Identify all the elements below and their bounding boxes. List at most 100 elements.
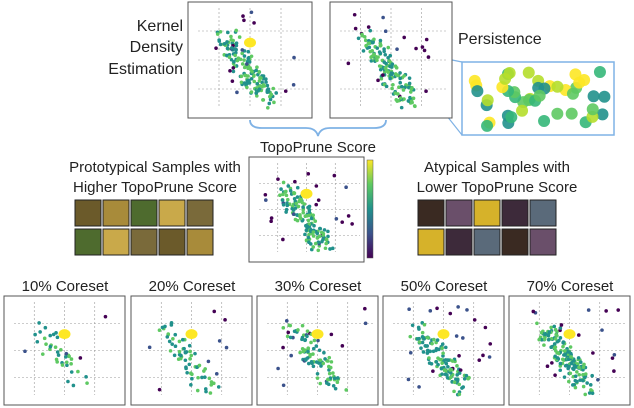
- dot: [247, 78, 251, 83]
- dot: [539, 330, 544, 335]
- dot: [376, 78, 380, 83]
- zoom-dot: [578, 73, 591, 86]
- dot: [265, 83, 270, 88]
- dot: [424, 37, 429, 42]
- dot: [600, 328, 604, 332]
- dot: [456, 305, 460, 309]
- dot: [267, 101, 272, 106]
- dot: [195, 388, 200, 393]
- dot: [364, 43, 368, 48]
- dot: [197, 363, 202, 368]
- dot: [346, 61, 351, 66]
- dot: [313, 241, 318, 246]
- dot: [321, 233, 326, 237]
- dot: [288, 335, 293, 340]
- dot: [37, 321, 41, 325]
- sample-image: [473, 228, 501, 256]
- dot: [315, 236, 320, 240]
- dot: [255, 65, 259, 70]
- dot: [531, 309, 536, 314]
- dot: [218, 42, 223, 47]
- dot: [268, 94, 272, 99]
- dot: [409, 87, 414, 91]
- dot: [63, 355, 68, 359]
- dot: [103, 314, 108, 319]
- dot: [298, 350, 302, 355]
- sample-image: [186, 199, 214, 227]
- dot: [353, 26, 358, 31]
- dot: [316, 198, 321, 202]
- dot: [254, 91, 259, 95]
- dot: [301, 349, 306, 354]
- dot: [314, 344, 319, 348]
- sample-image: [186, 228, 214, 256]
- zoom-dot: [569, 68, 582, 81]
- dot: [281, 180, 286, 185]
- dot: [78, 356, 83, 360]
- dot: [462, 376, 467, 381]
- dot: [305, 334, 309, 339]
- dot: [460, 386, 464, 390]
- dot: [190, 376, 194, 381]
- dot: [281, 345, 285, 350]
- dot: [69, 357, 74, 361]
- dot: [578, 378, 582, 382]
- dot: [306, 361, 311, 366]
- dot: [257, 87, 262, 91]
- colorbar: [366, 159, 374, 259]
- dot: [203, 387, 208, 391]
- dot: [43, 325, 48, 330]
- dot: [234, 28, 239, 33]
- dot: [344, 185, 348, 190]
- dot: [242, 58, 246, 62]
- sample-image: [158, 228, 186, 256]
- dot: [306, 349, 310, 354]
- dot: [566, 357, 571, 362]
- dot: [315, 371, 320, 376]
- dot: [166, 332, 171, 336]
- dot: [417, 340, 422, 344]
- dot: [435, 338, 440, 342]
- dot: [214, 46, 218, 50]
- dot: [241, 14, 245, 18]
- dot: [225, 53, 229, 58]
- dot: [393, 91, 398, 96]
- dot: [356, 36, 361, 41]
- dot: [567, 379, 571, 384]
- dot: [426, 335, 430, 340]
- dot: [443, 372, 448, 377]
- dot: [585, 381, 589, 385]
- dot: [288, 323, 293, 328]
- dot: [434, 359, 439, 364]
- dot: [409, 99, 414, 103]
- dot: [203, 375, 207, 379]
- dot: [571, 383, 575, 387]
- coreset-label: 30% Coreset: [275, 278, 363, 295]
- dot: [234, 47, 238, 52]
- dot: [303, 232, 307, 237]
- dot: [431, 369, 435, 373]
- dot: [85, 381, 89, 385]
- dot: [452, 389, 456, 394]
- dot: [332, 376, 337, 381]
- dot: [237, 35, 242, 39]
- dot: [242, 54, 247, 58]
- dot: [440, 372, 444, 376]
- dot: [48, 344, 53, 349]
- prototypical-label: Prototypical Samples with: [69, 159, 241, 176]
- dot: [378, 51, 383, 56]
- dot: [188, 349, 192, 354]
- coreset-label: 50% Coreset: [401, 278, 489, 295]
- dot: [298, 197, 302, 202]
- dot: [227, 55, 232, 59]
- sample-image: [501, 228, 529, 256]
- dot: [211, 381, 216, 386]
- dot: [449, 367, 454, 372]
- dot: [250, 70, 254, 74]
- dot: [577, 365, 581, 370]
- dot: [323, 357, 327, 361]
- dot: [326, 377, 330, 382]
- dot: [53, 345, 58, 350]
- dot: [295, 195, 300, 199]
- dot: [552, 346, 557, 350]
